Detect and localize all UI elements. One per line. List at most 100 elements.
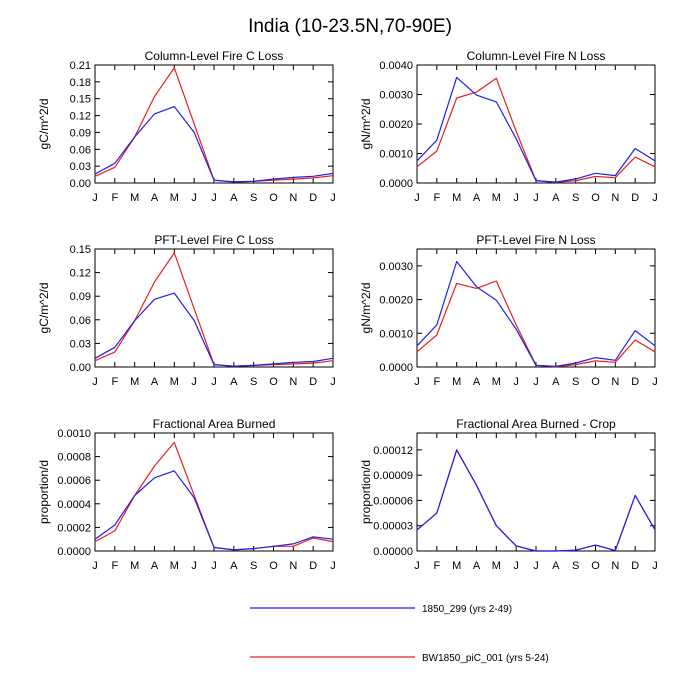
- panel-6: Fractional Area Burned - Crop proportion/…: [359, 417, 658, 572]
- x-tick-label: J: [211, 376, 217, 388]
- y-tick-label: 0.00: [70, 178, 91, 190]
- x-tick-label: M: [130, 376, 139, 388]
- series-line-bw1850: [94, 67, 334, 183]
- x-tick-label: M: [492, 560, 501, 572]
- x-tick-label: J: [414, 192, 420, 204]
- series-line-1850-299: [416, 449, 656, 552]
- plot-frame: [94, 432, 334, 552]
- y-tick-label: 0.15: [70, 94, 91, 106]
- x-tick-label: A: [230, 376, 238, 388]
- y-tick-label: 0.00: [70, 362, 91, 374]
- x-tick-label: J: [330, 376, 336, 388]
- y-tick-label: 0.0030: [379, 90, 413, 102]
- panel-title: Column-Level Fire C Loss: [145, 49, 284, 63]
- y-tick-label: 0.18: [70, 77, 91, 89]
- x-tick-label: M: [452, 192, 461, 204]
- y-axis-label: gC/m^2/d: [37, 99, 51, 150]
- y-tick-label: 0.12: [70, 111, 91, 123]
- y-tick-label: 0.00009: [373, 470, 413, 482]
- panel-title: Fractional Area Burned: [153, 417, 276, 431]
- x-tick-label: J: [92, 376, 98, 388]
- panel-title: PFT-Level Fire N Loss: [476, 233, 595, 247]
- x-tick-label: J: [513, 376, 519, 388]
- panel-title: Fractional Area Burned - Crop: [456, 417, 616, 431]
- x-tick-label: A: [151, 376, 159, 388]
- y-tick-label: 0.06: [70, 315, 91, 327]
- x-tick-label: O: [269, 376, 278, 388]
- series-line-1850-299: [94, 292, 334, 367]
- x-tick-label: S: [250, 192, 257, 204]
- x-tick-label: D: [309, 192, 317, 204]
- series-line-bw1850: [416, 77, 656, 183]
- y-tick-label: 0.12: [70, 268, 91, 280]
- x-tick-label: O: [269, 192, 278, 204]
- x-tick-label: J: [533, 560, 539, 572]
- x-tick-label: D: [309, 376, 317, 388]
- x-tick-label: J: [414, 376, 420, 388]
- x-tick-label: S: [572, 376, 579, 388]
- y-tick-label: 0.0006: [57, 475, 91, 487]
- y-axis-label: gN/m^2/d: [359, 99, 373, 150]
- x-tick-label: F: [111, 192, 118, 204]
- x-tick-label: M: [170, 560, 179, 572]
- x-tick-label: M: [452, 560, 461, 572]
- x-tick-label: F: [433, 376, 440, 388]
- y-tick-label: 0.0010: [379, 328, 413, 340]
- x-tick-label: O: [591, 376, 600, 388]
- y-tick-label: 0.0008: [57, 452, 91, 464]
- y-tick-label: 0.0004: [57, 499, 91, 511]
- y-tick-label: 0.03: [70, 338, 91, 350]
- x-tick-label: J: [533, 376, 539, 388]
- x-tick-label: S: [572, 192, 579, 204]
- legend: 1850_299 (yrs 2-49) BW1850_piC_001 (yrs …: [250, 604, 549, 664]
- x-tick-label: S: [572, 560, 579, 572]
- x-tick-label: O: [269, 560, 278, 572]
- x-tick-label: M: [130, 192, 139, 204]
- y-tick-label: 0.06: [70, 144, 91, 156]
- x-tick-label: J: [191, 376, 197, 388]
- x-tick-label: A: [552, 376, 560, 388]
- series-line-bw1850: [94, 441, 334, 551]
- x-tick-label: J: [652, 376, 658, 388]
- y-tick-label: 0.0002: [57, 522, 91, 534]
- y-axis-label: proportion/d: [37, 460, 51, 524]
- plot-frame: [416, 64, 656, 184]
- x-tick-label: J: [211, 560, 217, 572]
- x-tick-label: N: [289, 192, 297, 204]
- x-tick-label: D: [631, 560, 639, 572]
- x-tick-label: J: [513, 192, 519, 204]
- y-tick-label: 0.0020: [379, 295, 413, 307]
- x-tick-label: N: [289, 560, 297, 572]
- x-tick-label: D: [631, 192, 639, 204]
- x-tick-label: S: [250, 560, 257, 572]
- y-tick-label: 0.00003: [373, 521, 413, 533]
- x-tick-label: M: [492, 192, 501, 204]
- plot-frame: [416, 432, 656, 552]
- y-tick-label: 0.0020: [379, 119, 413, 131]
- x-tick-label: F: [433, 560, 440, 572]
- y-tick-label: 0.0040: [379, 60, 413, 72]
- y-tick-label: 0.21: [70, 60, 91, 72]
- y-tick-label: 0.0010: [57, 428, 91, 440]
- y-tick-label: 0.0030: [379, 261, 413, 273]
- panel-title: Column-Level Fire N Loss: [467, 49, 606, 63]
- x-tick-label: A: [473, 376, 481, 388]
- x-tick-label: J: [92, 560, 98, 572]
- x-tick-label: M: [130, 560, 139, 572]
- y-axis-label: gN/m^2/d: [359, 283, 373, 334]
- y-tick-label: 0.00000: [373, 546, 413, 558]
- y-tick-label: 0.00012: [373, 445, 413, 457]
- y-tick-label: 0.00006: [373, 495, 413, 507]
- series-line-1850-299: [416, 76, 656, 183]
- x-tick-label: J: [330, 560, 336, 572]
- x-tick-label: J: [652, 560, 658, 572]
- series-line-1850-299: [416, 260, 656, 367]
- y-tick-label: 0.0000: [379, 178, 413, 190]
- y-tick-label: 0.0000: [57, 546, 91, 558]
- y-axis-label: proportion/d: [359, 460, 373, 524]
- x-tick-label: A: [552, 560, 560, 572]
- plot-frame: [416, 248, 656, 368]
